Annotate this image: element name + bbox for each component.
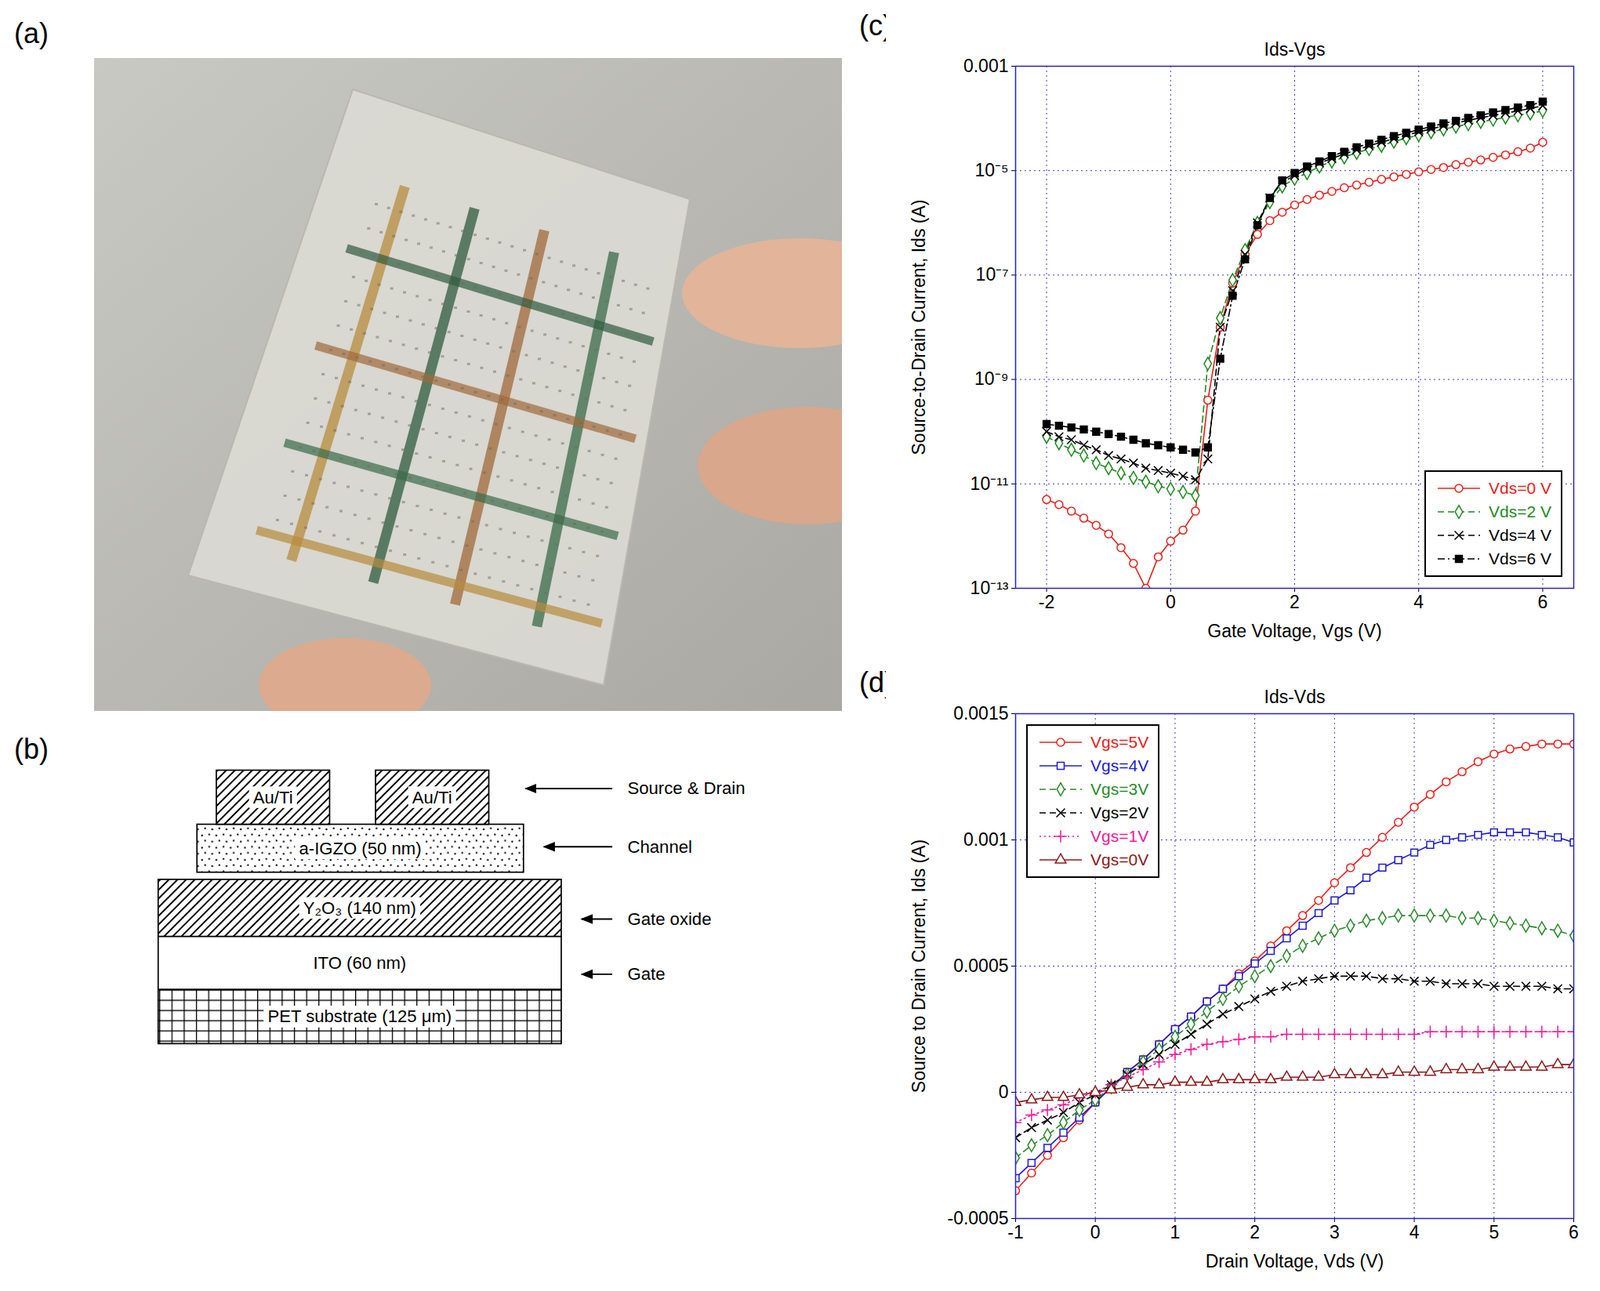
svg-text:Channel: Channel (627, 837, 693, 857)
svg-text:-2: -2 (1038, 591, 1055, 613)
svg-text:2: 2 (1249, 1222, 1260, 1243)
svg-text:Gate oxide: Gate oxide (627, 909, 712, 929)
html-text:Vds=2 V: Vds=2 V (1488, 502, 1552, 521)
svg-text:0: 0 (1165, 591, 1176, 613)
html-text:Vds=0 V: Vds=0 V (1488, 478, 1552, 498)
svg-text:Source to Drain Current, Ids (: Source to Drain Current, Ids (A) (908, 839, 929, 1093)
svg-text:6: 6 (1568, 1222, 1579, 1243)
svg-text:3: 3 (1329, 1222, 1340, 1243)
svg-text:-1: -1 (1007, 1222, 1024, 1243)
svg-text:4: 4 (1409, 1222, 1420, 1243)
svg-text:Gate Voltage, Vgs (V): Gate Voltage, Vgs (V) (1207, 620, 1382, 642)
svg-text:0.001: 0.001 (963, 55, 1009, 77)
svg-text:-0.0005: -0.0005 (946, 1208, 1009, 1229)
html-text:(d): (d) (859, 666, 894, 699)
svg-text:ITO (60 nm): ITO (60 nm) (312, 953, 407, 973)
svg-text:10⁻¹³: 10⁻¹³ (970, 577, 1009, 599)
svg-text:a-IGZO (50 nm): a-IGZO (50 nm) (298, 838, 421, 859)
svg-text:10⁻⁵: 10⁻⁵ (974, 159, 1009, 181)
html-text:Vgs=3V: Vgs=3V (1090, 780, 1149, 799)
svg-text:Gate: Gate (627, 964, 666, 984)
svg-text:0: 0 (1090, 1222, 1101, 1243)
svg-text:10⁻¹¹: 10⁻¹¹ (970, 473, 1009, 494)
svg-text:0.001: 0.001 (963, 829, 1009, 850)
svg-text:10⁻⁷: 10⁻⁷ (975, 264, 1009, 285)
svg-text:Au/Ti: Au/Ti (253, 787, 294, 808)
svg-text:Y₂O₃ (140 nm): Y₂O₃ (140 nm) (303, 898, 417, 918)
svg-text:Au/Ti: Au/Ti (412, 787, 453, 808)
svg-text:Source & Drain: Source & Drain (627, 778, 746, 799)
svg-text:1: 1 (1170, 1222, 1181, 1243)
svg-text:Ids-Vds: Ids-Vds (1264, 686, 1326, 708)
html-text:Vds=6 V: Vds=6 V (1488, 549, 1552, 568)
html-text:(c): (c) (859, 9, 893, 42)
svg-text:0.0015: 0.0015 (953, 703, 1009, 724)
svg-text:6: 6 (1538, 591, 1549, 613)
svg-text:5: 5 (1488, 1222, 1499, 1243)
svg-text:Drain Voltage, Vds (V): Drain Voltage, Vds (V) (1205, 1251, 1385, 1272)
html-text:(b): (b) (14, 732, 49, 766)
html-text:Vgs=4V: Vgs=4V (1090, 756, 1149, 775)
html-text:(a): (a) (14, 17, 49, 50)
svg-text:2: 2 (1289, 591, 1300, 613)
svg-text:4: 4 (1413, 591, 1424, 613)
svg-text:10⁻⁹: 10⁻⁹ (974, 368, 1009, 389)
html-text:Vgs=5V: Vgs=5V (1090, 732, 1149, 752)
svg-text:Ids-Vgs: Ids-Vgs (1264, 39, 1326, 60)
html-text:Vds=4 V: Vds=4 V (1488, 526, 1552, 545)
svg-text:PET substrate (125 μm): PET substrate (125 μm) (267, 1006, 452, 1027)
html-text:Vgs=1V: Vgs=1V (1090, 827, 1149, 846)
svg-text:0.0005: 0.0005 (953, 955, 1009, 976)
svg-text:Source-to-Drain Current, Ids (: Source-to-Drain Current, Ids (A) (908, 199, 929, 456)
html-text:Vgs=0V: Vgs=0V (1090, 850, 1149, 869)
html-text:Vgs=2V: Vgs=2V (1090, 803, 1149, 822)
svg-text:0: 0 (998, 1081, 1009, 1103)
